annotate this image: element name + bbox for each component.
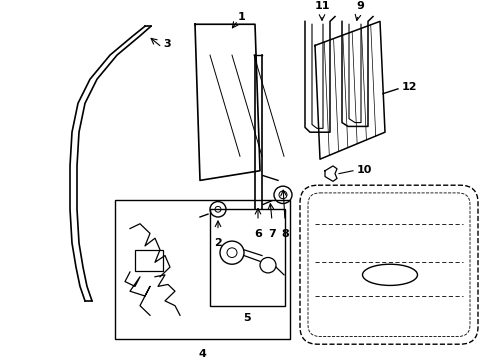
Text: 7: 7 [267,229,275,239]
Bar [135,250,163,271]
Text: 3: 3 [163,39,170,49]
Text: 2: 2 [214,238,222,248]
Bar [115,200,289,339]
Text: 4: 4 [198,349,206,359]
Text: 10: 10 [356,165,372,175]
Text: 1: 1 [238,12,245,22]
Text: 11: 11 [314,1,329,11]
Text: 9: 9 [355,1,363,11]
Bar [209,209,285,306]
Text: 8: 8 [281,229,288,239]
Text: 5: 5 [243,313,251,323]
Text: 6: 6 [254,229,262,239]
Text: 12: 12 [401,82,417,92]
